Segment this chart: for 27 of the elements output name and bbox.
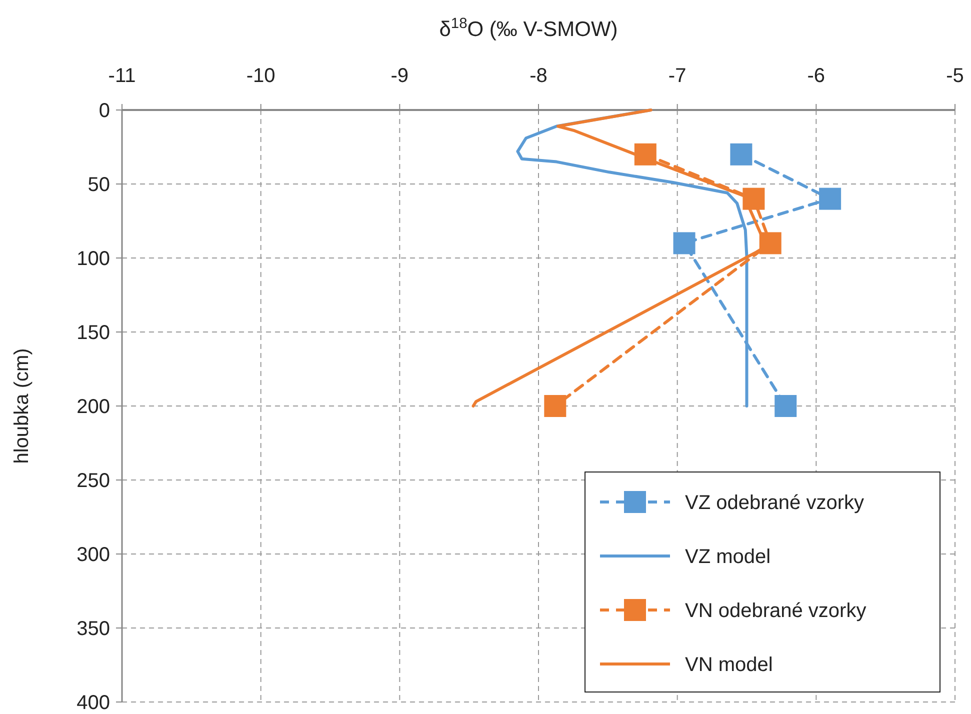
x-tick-label: -10 <box>246 65 276 87</box>
x-tick-label: -11 <box>108 65 136 87</box>
legend-label: VZ odebrané vzorky <box>685 492 864 514</box>
legend-label: VN odebrané vzorky <box>685 600 866 622</box>
y-tick-label: 200 <box>76 396 110 418</box>
legend-label: VZ model <box>685 546 771 568</box>
y-tick-label: 400 <box>76 692 110 714</box>
y-tick-label: 100 <box>76 248 110 270</box>
x-axis-title: δ$^{18}$O (‰ V-SMOW) <box>439 16 618 41</box>
point <box>544 395 566 417</box>
y-tick-label: 0 <box>98 100 110 122</box>
point <box>774 395 797 417</box>
x-tick-label: -7 <box>668 65 686 87</box>
y-tick-label: 150 <box>76 322 110 344</box>
legend-label: VN model <box>685 654 773 676</box>
y-tick-label: 50 <box>88 174 110 196</box>
point <box>730 143 752 166</box>
point <box>673 232 696 254</box>
x-tick-label: -8 <box>530 65 548 87</box>
x-tick-label: -6 <box>807 65 826 87</box>
x-tick-label: -9 <box>390 65 409 87</box>
y-tick-label: 300 <box>76 544 110 566</box>
y-axis-title: hloubka (cm) <box>11 348 33 464</box>
x-tick-label: -5 <box>946 65 964 87</box>
y-tick-label: 250 <box>76 470 110 492</box>
point <box>819 188 842 210</box>
y-tick-label: 350 <box>76 618 110 640</box>
